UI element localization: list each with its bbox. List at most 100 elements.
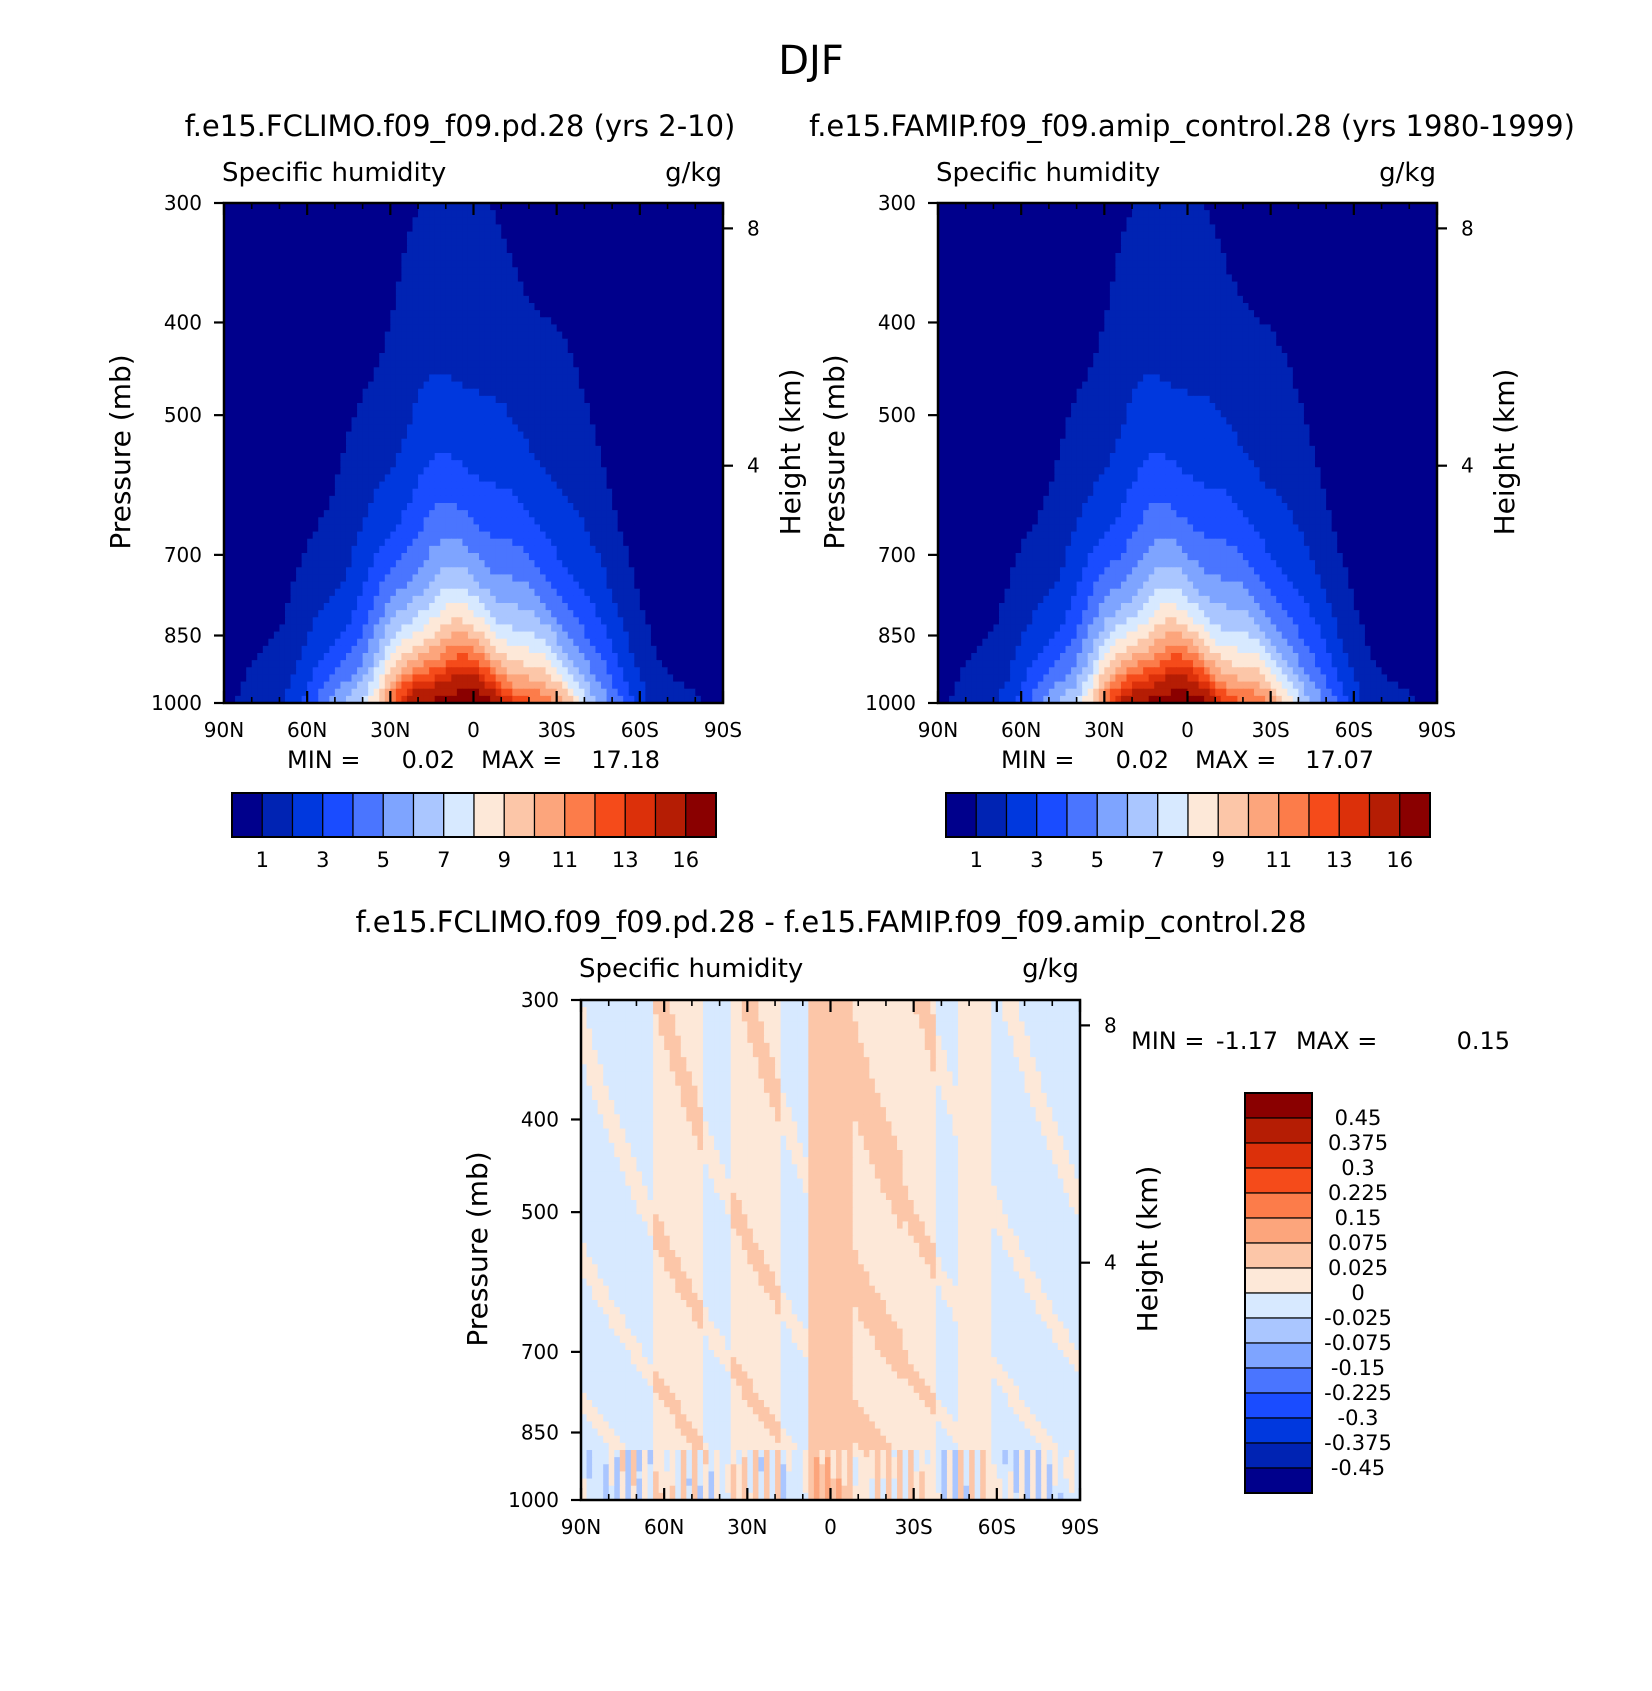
field-cell xyxy=(650,238,658,247)
field-cell xyxy=(634,310,641,318)
field-cell xyxy=(351,224,358,233)
field-cell xyxy=(406,260,414,268)
field-cell xyxy=(390,545,397,554)
field-cell xyxy=(595,381,602,390)
field-cell xyxy=(235,295,242,304)
field-cell xyxy=(390,210,397,218)
field-cell xyxy=(684,488,691,497)
field-cell xyxy=(512,374,519,383)
field-cell xyxy=(562,495,569,504)
field-cell xyxy=(573,331,580,340)
field-cell xyxy=(490,417,497,426)
field-cell xyxy=(562,381,569,390)
field-cell xyxy=(456,203,464,211)
field-cell xyxy=(429,474,436,483)
field-cell xyxy=(240,553,247,561)
field-cell xyxy=(545,238,552,247)
field-cell xyxy=(495,467,502,476)
field-cell xyxy=(490,310,497,318)
field-cell xyxy=(650,424,658,433)
field-cell xyxy=(717,217,724,226)
field-cell xyxy=(290,267,297,276)
field-cell xyxy=(717,531,724,540)
field-cell xyxy=(357,295,364,304)
field-cell xyxy=(456,367,464,376)
field-cell xyxy=(512,245,519,254)
field-cell xyxy=(490,410,497,418)
field-cell xyxy=(423,288,430,297)
field-cell xyxy=(479,574,486,583)
field-cell xyxy=(423,281,430,290)
field-cell xyxy=(639,324,646,333)
field-cell xyxy=(273,467,281,476)
field-cell xyxy=(623,274,630,283)
field-cell xyxy=(556,245,563,254)
field-cell xyxy=(528,588,536,597)
field-cell xyxy=(351,517,358,526)
field-cell xyxy=(556,281,563,290)
field-cell xyxy=(551,524,558,533)
field-cell xyxy=(528,360,536,368)
field-cell xyxy=(290,474,297,483)
field-cell xyxy=(445,460,452,468)
field-cell xyxy=(329,431,336,440)
field-cell xyxy=(401,417,408,426)
field-cell xyxy=(601,253,608,261)
field-cell xyxy=(473,474,480,483)
field-cell xyxy=(650,281,658,290)
field-cell xyxy=(706,274,713,283)
field-cell xyxy=(484,238,491,247)
field-cell xyxy=(678,338,685,347)
field-cell xyxy=(595,467,602,476)
field-cell xyxy=(273,295,281,304)
field-cell xyxy=(700,267,707,276)
field-cell xyxy=(517,417,524,426)
field-cell xyxy=(301,481,308,490)
field-cell xyxy=(567,560,574,568)
field-cell xyxy=(412,417,419,426)
field-cell xyxy=(573,274,580,283)
field-cell xyxy=(362,295,369,304)
field-cell xyxy=(678,224,685,233)
field-cell xyxy=(406,395,414,404)
field-cell xyxy=(534,238,541,247)
field-cell xyxy=(390,553,397,561)
field-cell xyxy=(623,545,630,554)
field-cell xyxy=(584,553,591,561)
field-cell xyxy=(545,295,552,304)
field-cell xyxy=(456,588,464,597)
field-cell xyxy=(418,574,425,583)
field-cell xyxy=(384,560,391,568)
field-cell xyxy=(534,538,541,547)
field-cell xyxy=(490,453,497,461)
field-cell xyxy=(556,517,563,526)
field-cell xyxy=(584,374,591,383)
field-cell xyxy=(406,274,414,283)
field-cell xyxy=(601,267,608,276)
field-cell xyxy=(700,488,707,497)
field-cell xyxy=(351,595,358,604)
field-cell xyxy=(673,381,680,390)
field-cell xyxy=(224,517,231,526)
field-cell xyxy=(456,524,464,533)
field-cell xyxy=(551,531,558,540)
field-cell xyxy=(224,417,231,426)
field-cell xyxy=(490,381,497,390)
field-cell xyxy=(434,417,441,426)
field-cell xyxy=(595,238,602,247)
field-cell xyxy=(517,460,524,468)
field-cell xyxy=(528,431,536,440)
field-cell xyxy=(345,445,353,454)
field-cell xyxy=(706,295,713,304)
field-cell xyxy=(429,503,436,511)
field-cell xyxy=(312,424,319,433)
field-cell xyxy=(251,203,258,211)
field-cell xyxy=(340,295,347,304)
field-cell xyxy=(262,338,269,347)
field-cell xyxy=(506,374,513,383)
field-cell xyxy=(296,367,303,376)
field-cell xyxy=(373,574,380,583)
field-cell xyxy=(551,395,558,404)
field-cell xyxy=(257,395,264,404)
field-cell xyxy=(451,517,458,526)
